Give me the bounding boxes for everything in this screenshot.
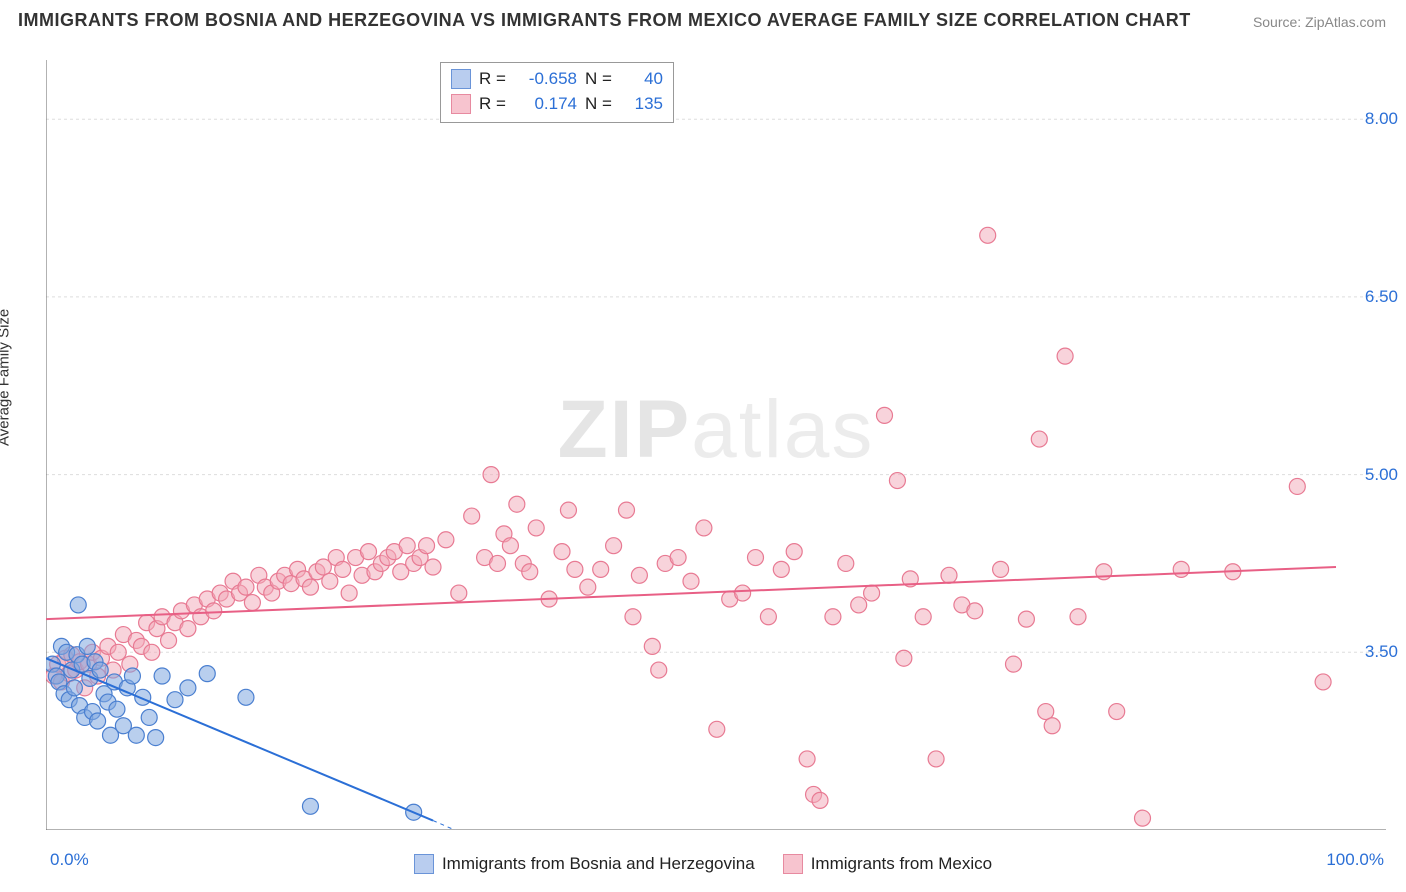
series-swatch-icon <box>414 854 434 874</box>
stats-row: R = -0.658 N = 40 <box>451 67 663 92</box>
series-swatch-icon <box>451 94 471 114</box>
y-tick-label: 5.00 <box>1365 465 1398 485</box>
stat-value-n: 135 <box>623 92 663 117</box>
correlation-stats-box: R = -0.658 N = 40 R = 0.174 N = 135 <box>440 62 674 123</box>
stats-row: R = 0.174 N = 135 <box>451 92 663 117</box>
stat-key-r: R = <box>479 67 509 92</box>
legend-label: Immigrants from Mexico <box>811 854 992 874</box>
stat-key-r: R = <box>479 92 509 117</box>
y-tick-label: 8.00 <box>1365 109 1398 129</box>
bottom-legend: Immigrants from Bosnia and Herzegovina I… <box>0 854 1406 874</box>
series-swatch-icon <box>783 854 803 874</box>
chart-area: ZIPatlas <box>46 60 1386 830</box>
chart-title: IMMIGRANTS FROM BOSNIA AND HERZEGOVINA V… <box>18 10 1191 31</box>
y-axis-label: Average Family Size <box>0 309 13 446</box>
y-tick-label: 6.50 <box>1365 287 1398 307</box>
stat-value-r: 0.174 <box>517 92 577 117</box>
source-attribution: Source: ZipAtlas.com <box>1253 14 1386 30</box>
stat-key-n: N = <box>585 92 615 117</box>
stat-value-n: 40 <box>623 67 663 92</box>
legend-item: Immigrants from Bosnia and Herzegovina <box>414 854 755 874</box>
legend-item: Immigrants from Mexico <box>783 854 992 874</box>
series-swatch-icon <box>451 69 471 89</box>
stat-value-r: -0.658 <box>517 67 577 92</box>
source-value: ZipAtlas.com <box>1305 14 1386 30</box>
legend-label: Immigrants from Bosnia and Herzegovina <box>442 854 755 874</box>
source-label: Source: <box>1253 14 1301 30</box>
stat-key-n: N = <box>585 67 615 92</box>
y-tick-label: 3.50 <box>1365 642 1398 662</box>
scatter-chart <box>46 60 1386 830</box>
